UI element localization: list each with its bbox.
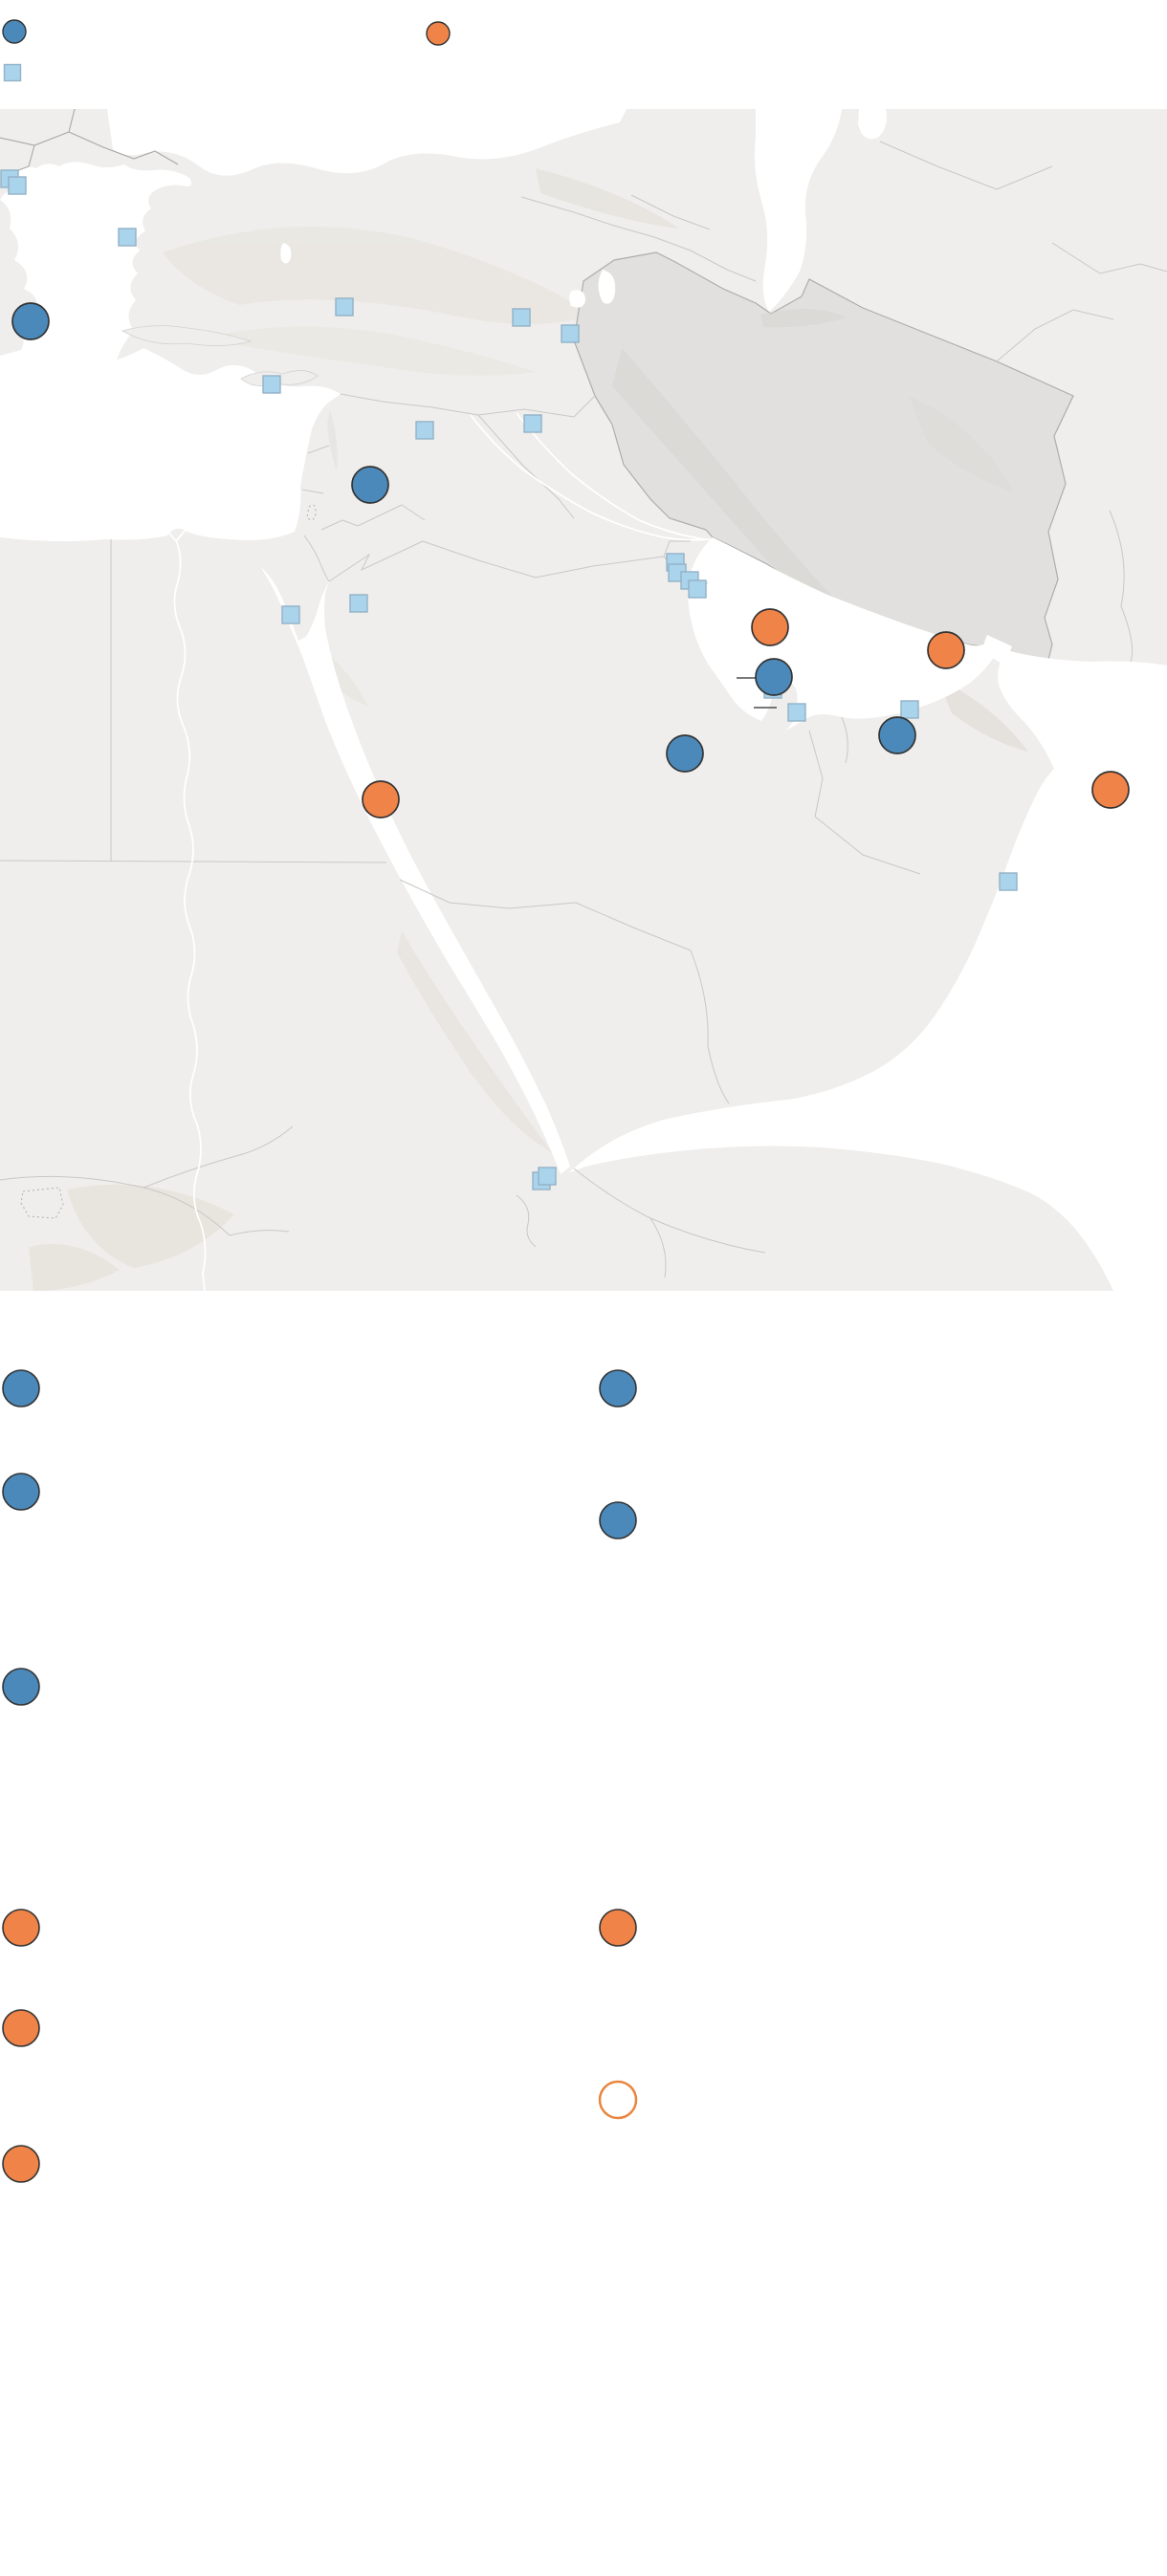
lake-tuz xyxy=(280,243,292,264)
terrain-texture xyxy=(29,168,1028,1291)
bottom-legend-right-column xyxy=(584,1339,1167,2199)
euphrates-river xyxy=(470,414,711,541)
iran-terrain-texture xyxy=(612,309,1014,616)
black-sea xyxy=(107,109,627,176)
tigris-river xyxy=(516,412,705,540)
rivers xyxy=(160,412,711,1291)
base-map-svg xyxy=(0,109,1167,1291)
middle-east-base-map xyxy=(0,109,1167,1291)
lake-urmia xyxy=(598,270,616,304)
nile-river xyxy=(173,538,207,1291)
dotted-boundaries xyxy=(20,504,317,1219)
caspian-sea xyxy=(754,109,842,312)
mediterranean-aegean xyxy=(0,162,341,542)
arabian-sea xyxy=(568,650,1167,1291)
balkan-borders xyxy=(0,109,179,173)
crete-island xyxy=(121,325,253,346)
lake-van xyxy=(569,290,585,308)
red-sea xyxy=(260,566,570,1174)
kara-bogaz xyxy=(858,109,887,140)
bottom-legend-left-column xyxy=(0,1339,574,2199)
nile-delta xyxy=(160,519,194,542)
header-legend xyxy=(0,0,459,96)
country-borders xyxy=(0,141,1167,1278)
